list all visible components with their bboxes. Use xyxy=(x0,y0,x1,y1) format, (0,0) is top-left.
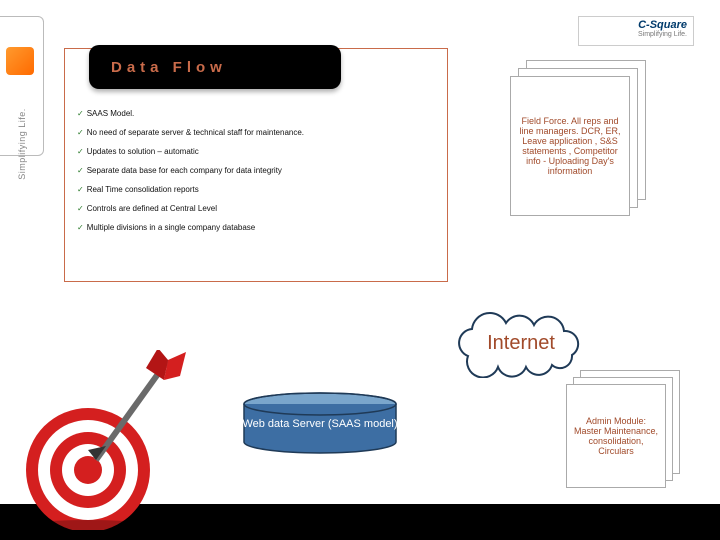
page-title: Data Flow xyxy=(89,45,341,89)
brand-tagline-top: Simplifying Life. xyxy=(585,31,687,38)
list-item: ✓Controls are defined at Central Level xyxy=(77,204,435,213)
list-item: ✓Multiple divisions in a single company … xyxy=(77,223,435,232)
brand-tagline: Simplifying Life. xyxy=(17,108,27,180)
bullet-text: Real Time consolidation reports xyxy=(87,185,199,194)
brand-name: C-Square xyxy=(638,19,687,31)
check-icon: ✓ xyxy=(77,185,84,194)
brand-top-logo: C-Square Simplifying Life. xyxy=(578,16,694,46)
list-item: ✓Separate data base for each company for… xyxy=(77,166,435,175)
check-icon: ✓ xyxy=(77,128,84,137)
internet-cloud: Internet xyxy=(446,308,596,378)
check-icon: ✓ xyxy=(77,147,84,156)
admin-note: Admin Module: Master Maintenance, consol… xyxy=(566,384,666,488)
page-title-text: Data Flow xyxy=(111,59,227,76)
bullet-list: ✓SAAS Model. ✓No need of separate server… xyxy=(77,109,435,242)
internet-label: Internet xyxy=(487,332,555,355)
server-label: Web data Server (SAAS model) xyxy=(242,418,397,430)
bullet-text: Controls are defined at Central Level xyxy=(87,204,217,213)
brand-mark-icon xyxy=(6,47,34,75)
server-cylinder: Web data Server (SAAS model) xyxy=(240,392,400,456)
bullet-text: SAAS Model. xyxy=(87,109,135,118)
list-item: ✓Updates to solution – automatic xyxy=(77,147,435,156)
list-item: ✓No need of separate server & technical … xyxy=(77,128,435,137)
content-panel: Data Flow ✓SAAS Model. ✓No need of separ… xyxy=(64,48,448,282)
check-icon: ✓ xyxy=(77,223,84,232)
bullet-text: No need of separate server & technical s… xyxy=(87,128,304,137)
bullet-text: Updates to solution – automatic xyxy=(87,147,199,156)
target-dart-icon xyxy=(18,350,208,530)
check-icon: ✓ xyxy=(77,109,84,118)
field-force-note: Field Force. All reps and line managers.… xyxy=(510,76,630,216)
check-icon: ✓ xyxy=(77,204,84,213)
field-force-text: Field Force. All reps and line managers.… xyxy=(517,116,623,176)
bullet-text: Multiple divisions in a single company d… xyxy=(87,223,256,232)
bullet-text: Separate data base for each company for … xyxy=(87,166,282,175)
list-item: ✓Real Time consolidation reports xyxy=(77,185,435,194)
brand-side-tag: Simplifying Life. xyxy=(0,16,44,156)
check-icon: ✓ xyxy=(77,166,84,175)
list-item: ✓SAAS Model. xyxy=(77,109,435,118)
admin-note-text: Admin Module: Master Maintenance, consol… xyxy=(573,416,659,456)
